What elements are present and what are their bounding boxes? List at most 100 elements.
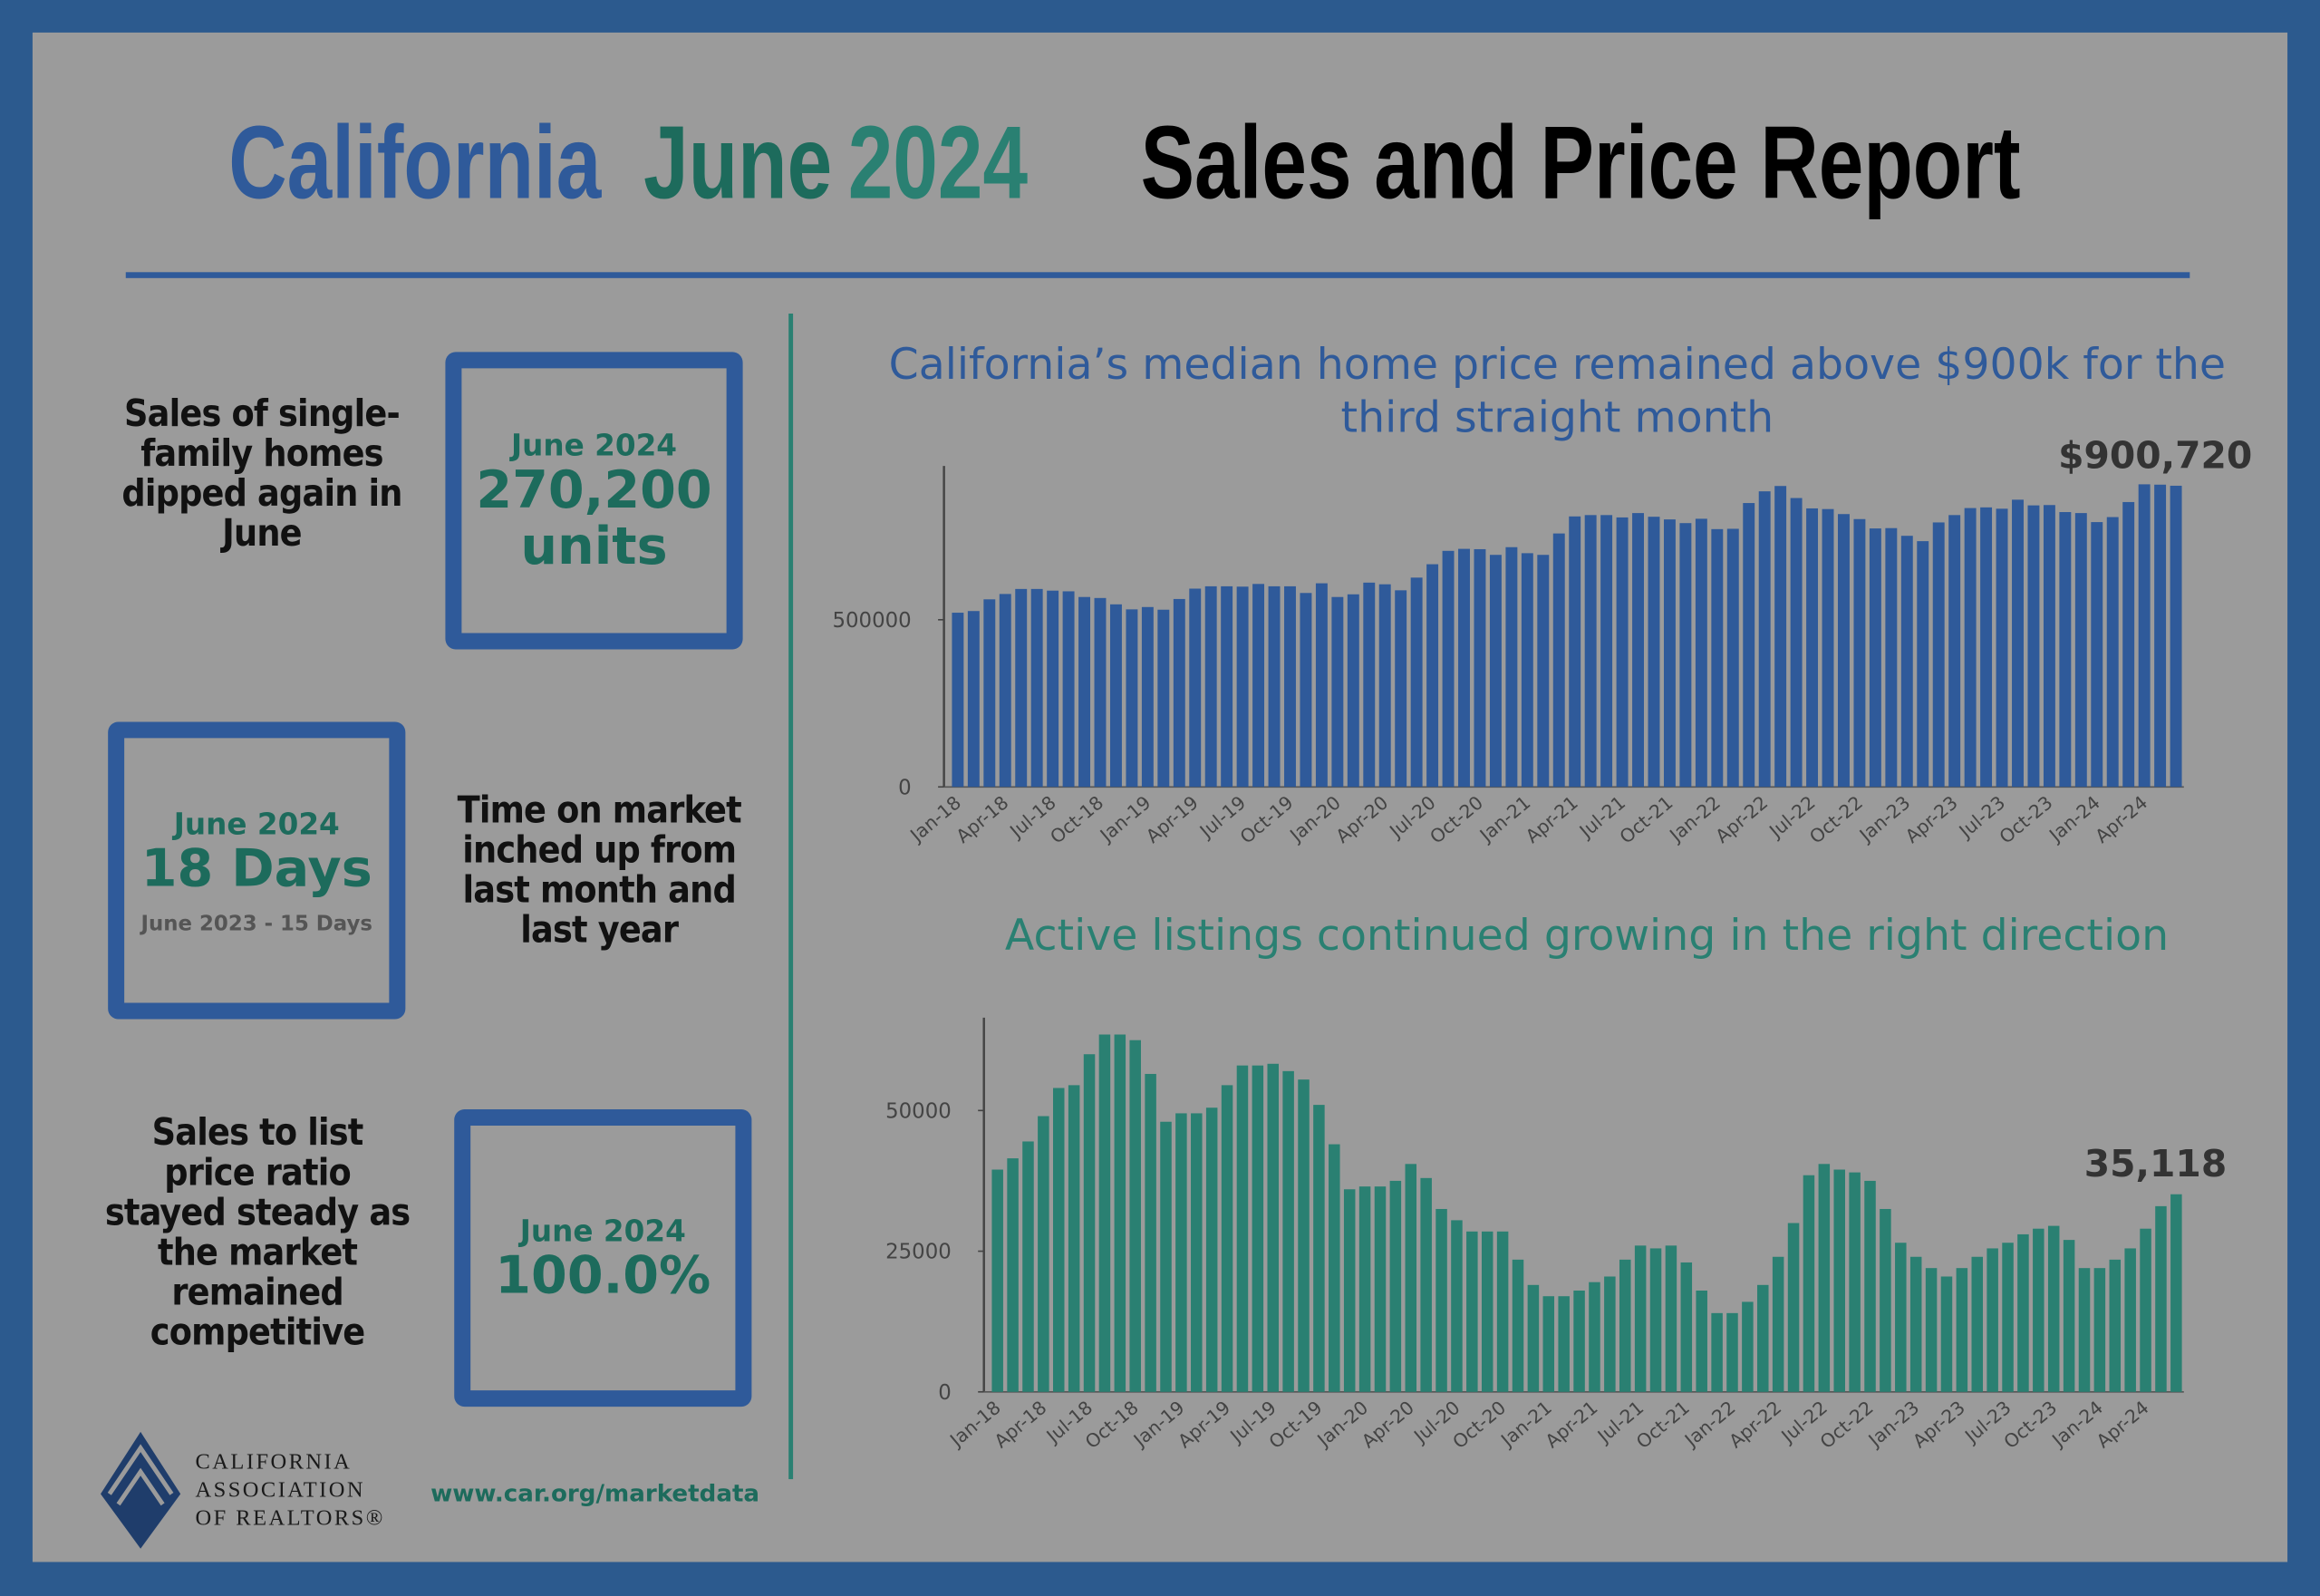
bar [1022,1141,1034,1392]
bar [1838,514,1850,788]
bar [1726,528,1739,788]
bar [1489,555,1502,788]
bar [1426,564,1439,788]
rule [125,272,2190,278]
bar [1420,1177,1432,1392]
bar [983,599,996,788]
bar [952,613,964,788]
bar [1895,1243,1907,1392]
bar [1068,1085,1080,1392]
bar [1236,1065,1249,1392]
x-tick-label: Jan-24 [2044,791,2104,846]
y-tick-label: 0 [938,1381,952,1405]
x-tick-label: Jan-18 [944,1397,1005,1452]
bar [1358,1186,1371,1392]
title-part: Sales and Price Report [1140,104,2021,221]
bar [1527,1284,1540,1392]
bar [1806,508,1819,788]
bar [2043,505,2055,788]
title: California June 2024 Sales and Price Rep… [0,103,2320,222]
x-tick-label: Jan-23 [1863,1397,1924,1452]
x-tick-label: Jan-18 [904,791,965,846]
bar [1790,498,1803,788]
bar [1129,1040,1141,1392]
bar [1114,1034,1126,1392]
bar [1505,547,1518,788]
x-tick-label: Apr-24 [2091,791,2151,847]
x-tick-label: Apr-21 [1542,1397,1602,1453]
x-tick-label: Apr-23 [1901,791,1962,847]
bar [1632,513,1644,788]
bar [1917,541,1929,788]
bar [1189,588,1202,788]
stat-comparison: June 2023 - 15 Days [140,912,373,936]
x-tick-label: Oct-18 [1046,791,1107,847]
bar [1466,1231,1478,1392]
bar [1986,1248,1998,1392]
bar [1695,518,1707,788]
bar [1451,1220,1463,1392]
title-part: 2024 [847,104,1028,221]
stat-period: June 2024 [173,805,340,841]
bar [2059,512,2072,788]
x-tick-label: Oct-21 [1616,791,1677,847]
bar [1160,1121,1172,1392]
stat-box: June 2024 18 Days June 2023 - 15 Days [108,721,406,1020]
bar [1267,1063,1279,1392]
stat-value: 100.0% [495,1246,711,1306]
bar [1126,609,1138,788]
bar [1521,553,1533,788]
bar [1649,1248,1662,1392]
bar [1078,596,1091,788]
x-tick-label: Apr-21 [1522,791,1582,847]
bar [2012,499,2024,788]
bar [2170,485,2182,788]
x-tick-label: Apr-19 [1142,791,1203,847]
bar [2017,1233,2029,1392]
x-tick-label: Jan-21 [1495,1397,1556,1452]
bar [1145,1073,1156,1392]
bar [1679,523,1692,788]
bar [1015,588,1028,788]
bar [1743,503,1755,788]
bar [1726,1312,1738,1392]
bar [1205,1108,1218,1392]
bar [1175,1113,1187,1392]
y-tick-label: 500000 [832,609,911,633]
bar [1191,1113,1203,1392]
bar [1711,528,1724,788]
bar [1329,1144,1340,1392]
logo-line: CALIFORNIA [195,1451,353,1475]
divider [788,313,794,1480]
bar [2093,1268,2106,1392]
bar [2138,484,2151,788]
bar [1956,1268,1968,1392]
bar [1885,527,1898,788]
bar [1787,1223,1800,1392]
bar [1996,508,2008,788]
bar [1980,507,1993,788]
url[interactable]: www.car.org/marketdata [430,1479,760,1508]
bar [2078,1268,2091,1392]
bar [1047,590,1059,788]
logo-line: OF REALTORS® [195,1507,385,1532]
x-tick-label: Apr-19 [1174,1397,1234,1453]
x-tick-label: Jan-20 [1312,1397,1373,1452]
bar [1221,1085,1233,1392]
bar [1822,508,1834,788]
bar [1252,584,1265,788]
bar [2109,1259,2122,1392]
y-tick-label: 50000 [885,1099,952,1123]
bar [1405,1164,1417,1392]
stat-value: 270,200 [476,460,712,520]
bar [1757,1284,1769,1392]
bar [1038,1116,1049,1392]
x-tick-label: Apr-22 [1711,791,1772,847]
bar [1496,1231,1509,1392]
bar [1964,508,1977,788]
bar [1552,533,1565,788]
bar [1481,1231,1494,1392]
